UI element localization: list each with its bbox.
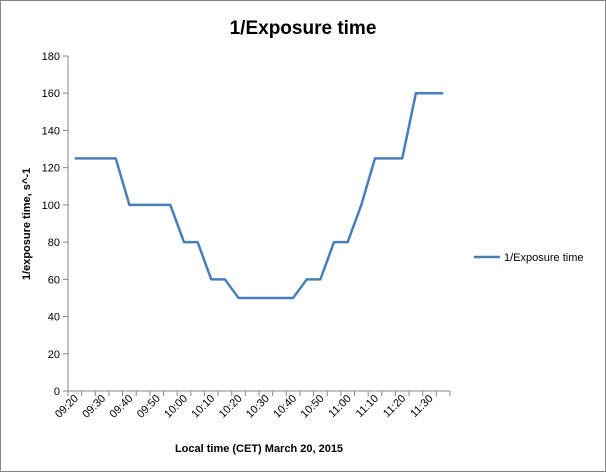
y-tick-label: 20 <box>48 349 60 361</box>
y-tick-label: 0 <box>54 386 60 398</box>
line-series <box>74 91 444 300</box>
x-axis-label: Local time (CET) March 20, 2015 <box>175 443 343 455</box>
chart-title: 1/Exposure time <box>230 18 377 39</box>
y-tick-label: 60 <box>48 274 60 286</box>
y-tick-label: 80 <box>48 237 60 249</box>
y-tick-label: 160 <box>42 88 60 100</box>
y-tick-label: 140 <box>42 125 60 137</box>
y-tick-label: 180 <box>42 51 60 63</box>
y-tick-label: 120 <box>42 163 60 175</box>
y-tick-label: 40 <box>48 312 60 324</box>
y-tick-label: 100 <box>42 200 60 212</box>
y-axis-label: 1/exposure time, s^-1 <box>21 168 33 280</box>
legend-label: 1/Exposure time <box>504 252 583 264</box>
